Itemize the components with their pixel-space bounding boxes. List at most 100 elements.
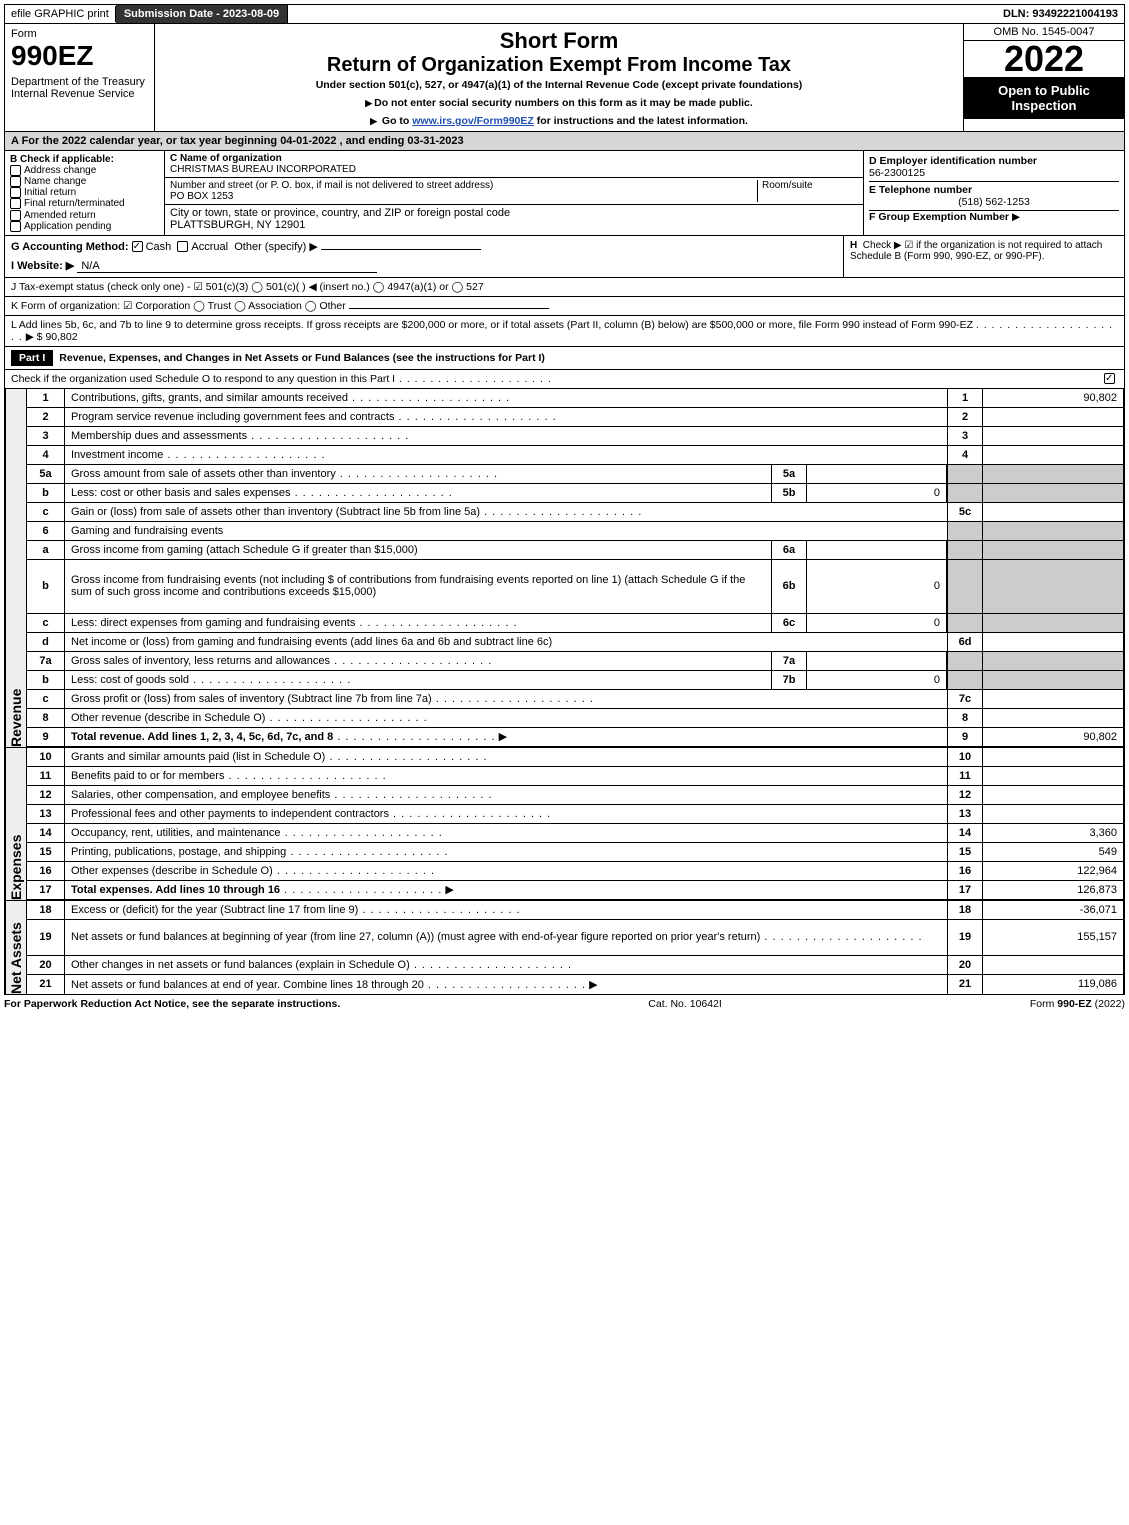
subnum: 7a bbox=[771, 652, 807, 670]
desc: Printing, publications, postage, and shi… bbox=[65, 844, 947, 860]
numcol bbox=[947, 671, 983, 689]
ein-row: D Employer identification number 56-2300… bbox=[869, 153, 1119, 182]
schedule-o-checkbox[interactable] bbox=[1104, 373, 1115, 384]
ln: 8 bbox=[27, 709, 65, 727]
ln: 5a bbox=[27, 465, 65, 483]
line-l-arrow: ▶ $ bbox=[26, 331, 43, 343]
checkbox-cash[interactable] bbox=[132, 241, 143, 252]
irs-label: Internal Revenue Service bbox=[11, 88, 148, 100]
ln: d bbox=[27, 633, 65, 651]
checkbox-application-pending[interactable]: Application pending bbox=[10, 221, 159, 232]
efile-label: efile GRAPHIC print bbox=[5, 6, 116, 22]
footer-left: For Paperwork Reduction Act Notice, see … bbox=[4, 998, 340, 1010]
part1-netassets: Net Assets 18Excess or (deficit) for the… bbox=[4, 900, 1125, 995]
subnum: 5b bbox=[771, 484, 807, 502]
checkbox-amended-return[interactable]: Amended return bbox=[10, 210, 159, 221]
form-word: Form bbox=[11, 28, 148, 40]
org-name-label: C Name of organization bbox=[170, 153, 858, 164]
valcol bbox=[983, 786, 1123, 804]
desc: Gross income from gaming (attach Schedul… bbox=[65, 542, 771, 558]
ln: 20 bbox=[27, 956, 65, 974]
ln: 6 bbox=[27, 522, 65, 540]
desc: Net assets or fund balances at end of ye… bbox=[65, 976, 947, 993]
section-def: D Employer identification number 56-2300… bbox=[864, 151, 1124, 235]
submission-date-button[interactable]: Submission Date - 2023-08-09 bbox=[116, 5, 288, 23]
desc: Professional fees and other payments to … bbox=[65, 806, 947, 822]
part1-check-note: Check if the organization used Schedule … bbox=[11, 373, 1104, 385]
numcol bbox=[947, 522, 983, 540]
checkbox-initial-return[interactable]: Initial return bbox=[10, 187, 159, 198]
goto-instructions: Go to www.irs.gov/Form990EZ for instruct… bbox=[161, 115, 957, 127]
group-exemption-row: F Group Exemption Number ▶ bbox=[869, 211, 1119, 223]
header-right: OMB No. 1545-0047 2022 Open to Public In… bbox=[964, 24, 1124, 131]
revenue-body: 1Contributions, gifts, grants, and simil… bbox=[26, 389, 1124, 747]
valcol bbox=[983, 633, 1123, 651]
numcol bbox=[947, 541, 983, 559]
desc: Contributions, gifts, grants, and simila… bbox=[65, 390, 947, 406]
valcol: 155,157 bbox=[983, 920, 1123, 955]
subval: 0 bbox=[807, 614, 947, 632]
short-form-title: Short Form bbox=[161, 28, 957, 54]
other-label: Other (specify) ▶ bbox=[234, 241, 318, 253]
h-text: Check ▶ ☑ if the organization is not req… bbox=[850, 240, 1102, 262]
cb-label: Name change bbox=[24, 176, 86, 187]
room-suite-label: Room/suite bbox=[758, 180, 858, 202]
website-value: N/A bbox=[77, 260, 377, 273]
numcol: 13 bbox=[947, 805, 983, 823]
desc: Salaries, other compensation, and employ… bbox=[65, 787, 947, 803]
website-label: I Website: ▶ bbox=[11, 260, 74, 272]
irs-link[interactable]: www.irs.gov/Form990EZ bbox=[412, 115, 534, 127]
ln: 17 bbox=[27, 881, 65, 899]
numcol: 15 bbox=[947, 843, 983, 861]
city-label: City or town, state or province, country… bbox=[170, 207, 858, 219]
section-c: C Name of organization CHRISTMAS BUREAU … bbox=[165, 151, 864, 235]
arrow-icon: ▶ bbox=[1012, 211, 1020, 223]
numcol: 4 bbox=[947, 446, 983, 464]
desc: Total revenue. Add lines 1, 2, 3, 4, 5c,… bbox=[65, 728, 947, 745]
valcol bbox=[983, 427, 1123, 445]
ln: 7a bbox=[27, 652, 65, 670]
ein-value: 56-2300125 bbox=[869, 167, 1119, 179]
numcol bbox=[947, 614, 983, 632]
valcol bbox=[983, 805, 1123, 823]
desc: Gross income from fundraising events (no… bbox=[65, 572, 771, 600]
ln: 1 bbox=[27, 389, 65, 407]
street-label: Number and street (or P. O. box, if mail… bbox=[170, 180, 753, 191]
subval: 0 bbox=[807, 671, 947, 689]
sidebar-netassets: Net Assets bbox=[5, 901, 26, 994]
sidebar-expenses: Expenses bbox=[5, 748, 26, 900]
part1-table: Revenue 1Contributions, gifts, grants, a… bbox=[4, 389, 1125, 747]
valcol bbox=[983, 503, 1123, 521]
subnum: 6a bbox=[771, 541, 807, 559]
subnum: 6c bbox=[771, 614, 807, 632]
valcol bbox=[983, 541, 1123, 559]
city-value: PLATTSBURGH, NY 12901 bbox=[170, 219, 858, 231]
numcol: 6d bbox=[947, 633, 983, 651]
cash-label: Cash bbox=[146, 241, 172, 253]
org-name-row: C Name of organization CHRISTMAS BUREAU … bbox=[165, 151, 863, 178]
line-j: J Tax-exempt status (check only one) - ☑… bbox=[4, 278, 1125, 297]
line-k: K Form of organization: ☑ Corporation ◯ … bbox=[4, 297, 1125, 316]
desc: Benefits paid to or for members bbox=[65, 768, 947, 784]
valcol: 90,802 bbox=[983, 728, 1123, 746]
checkbox-accrual[interactable] bbox=[177, 241, 188, 252]
checkbox-name-change[interactable]: Name change bbox=[10, 176, 159, 187]
cb-label: Initial return bbox=[24, 187, 76, 198]
valcol bbox=[983, 671, 1123, 689]
ln: 4 bbox=[27, 446, 65, 464]
desc: Gross sales of inventory, less returns a… bbox=[65, 653, 771, 669]
section-bcdef: B Check if applicable: Address change Na… bbox=[4, 151, 1125, 236]
ln: 16 bbox=[27, 862, 65, 880]
valcol bbox=[983, 709, 1123, 727]
ln: b bbox=[27, 484, 65, 502]
checkbox-final-return[interactable]: Final return/terminated bbox=[10, 198, 159, 209]
sidebar-revenue: Revenue bbox=[5, 389, 26, 747]
group-exemption-label: F Group Exemption Number bbox=[869, 211, 1009, 223]
numcol: 10 bbox=[947, 748, 983, 766]
checkbox-address-change[interactable]: Address change bbox=[10, 165, 159, 176]
goto-prefix: Go to bbox=[382, 115, 412, 127]
ln: b bbox=[27, 671, 65, 689]
line-a: A For the 2022 calendar year, or tax yea… bbox=[4, 132, 1125, 151]
section-gh: G Accounting Method: Cash Accrual Other … bbox=[4, 236, 1125, 278]
numcol: 21 bbox=[947, 975, 983, 994]
